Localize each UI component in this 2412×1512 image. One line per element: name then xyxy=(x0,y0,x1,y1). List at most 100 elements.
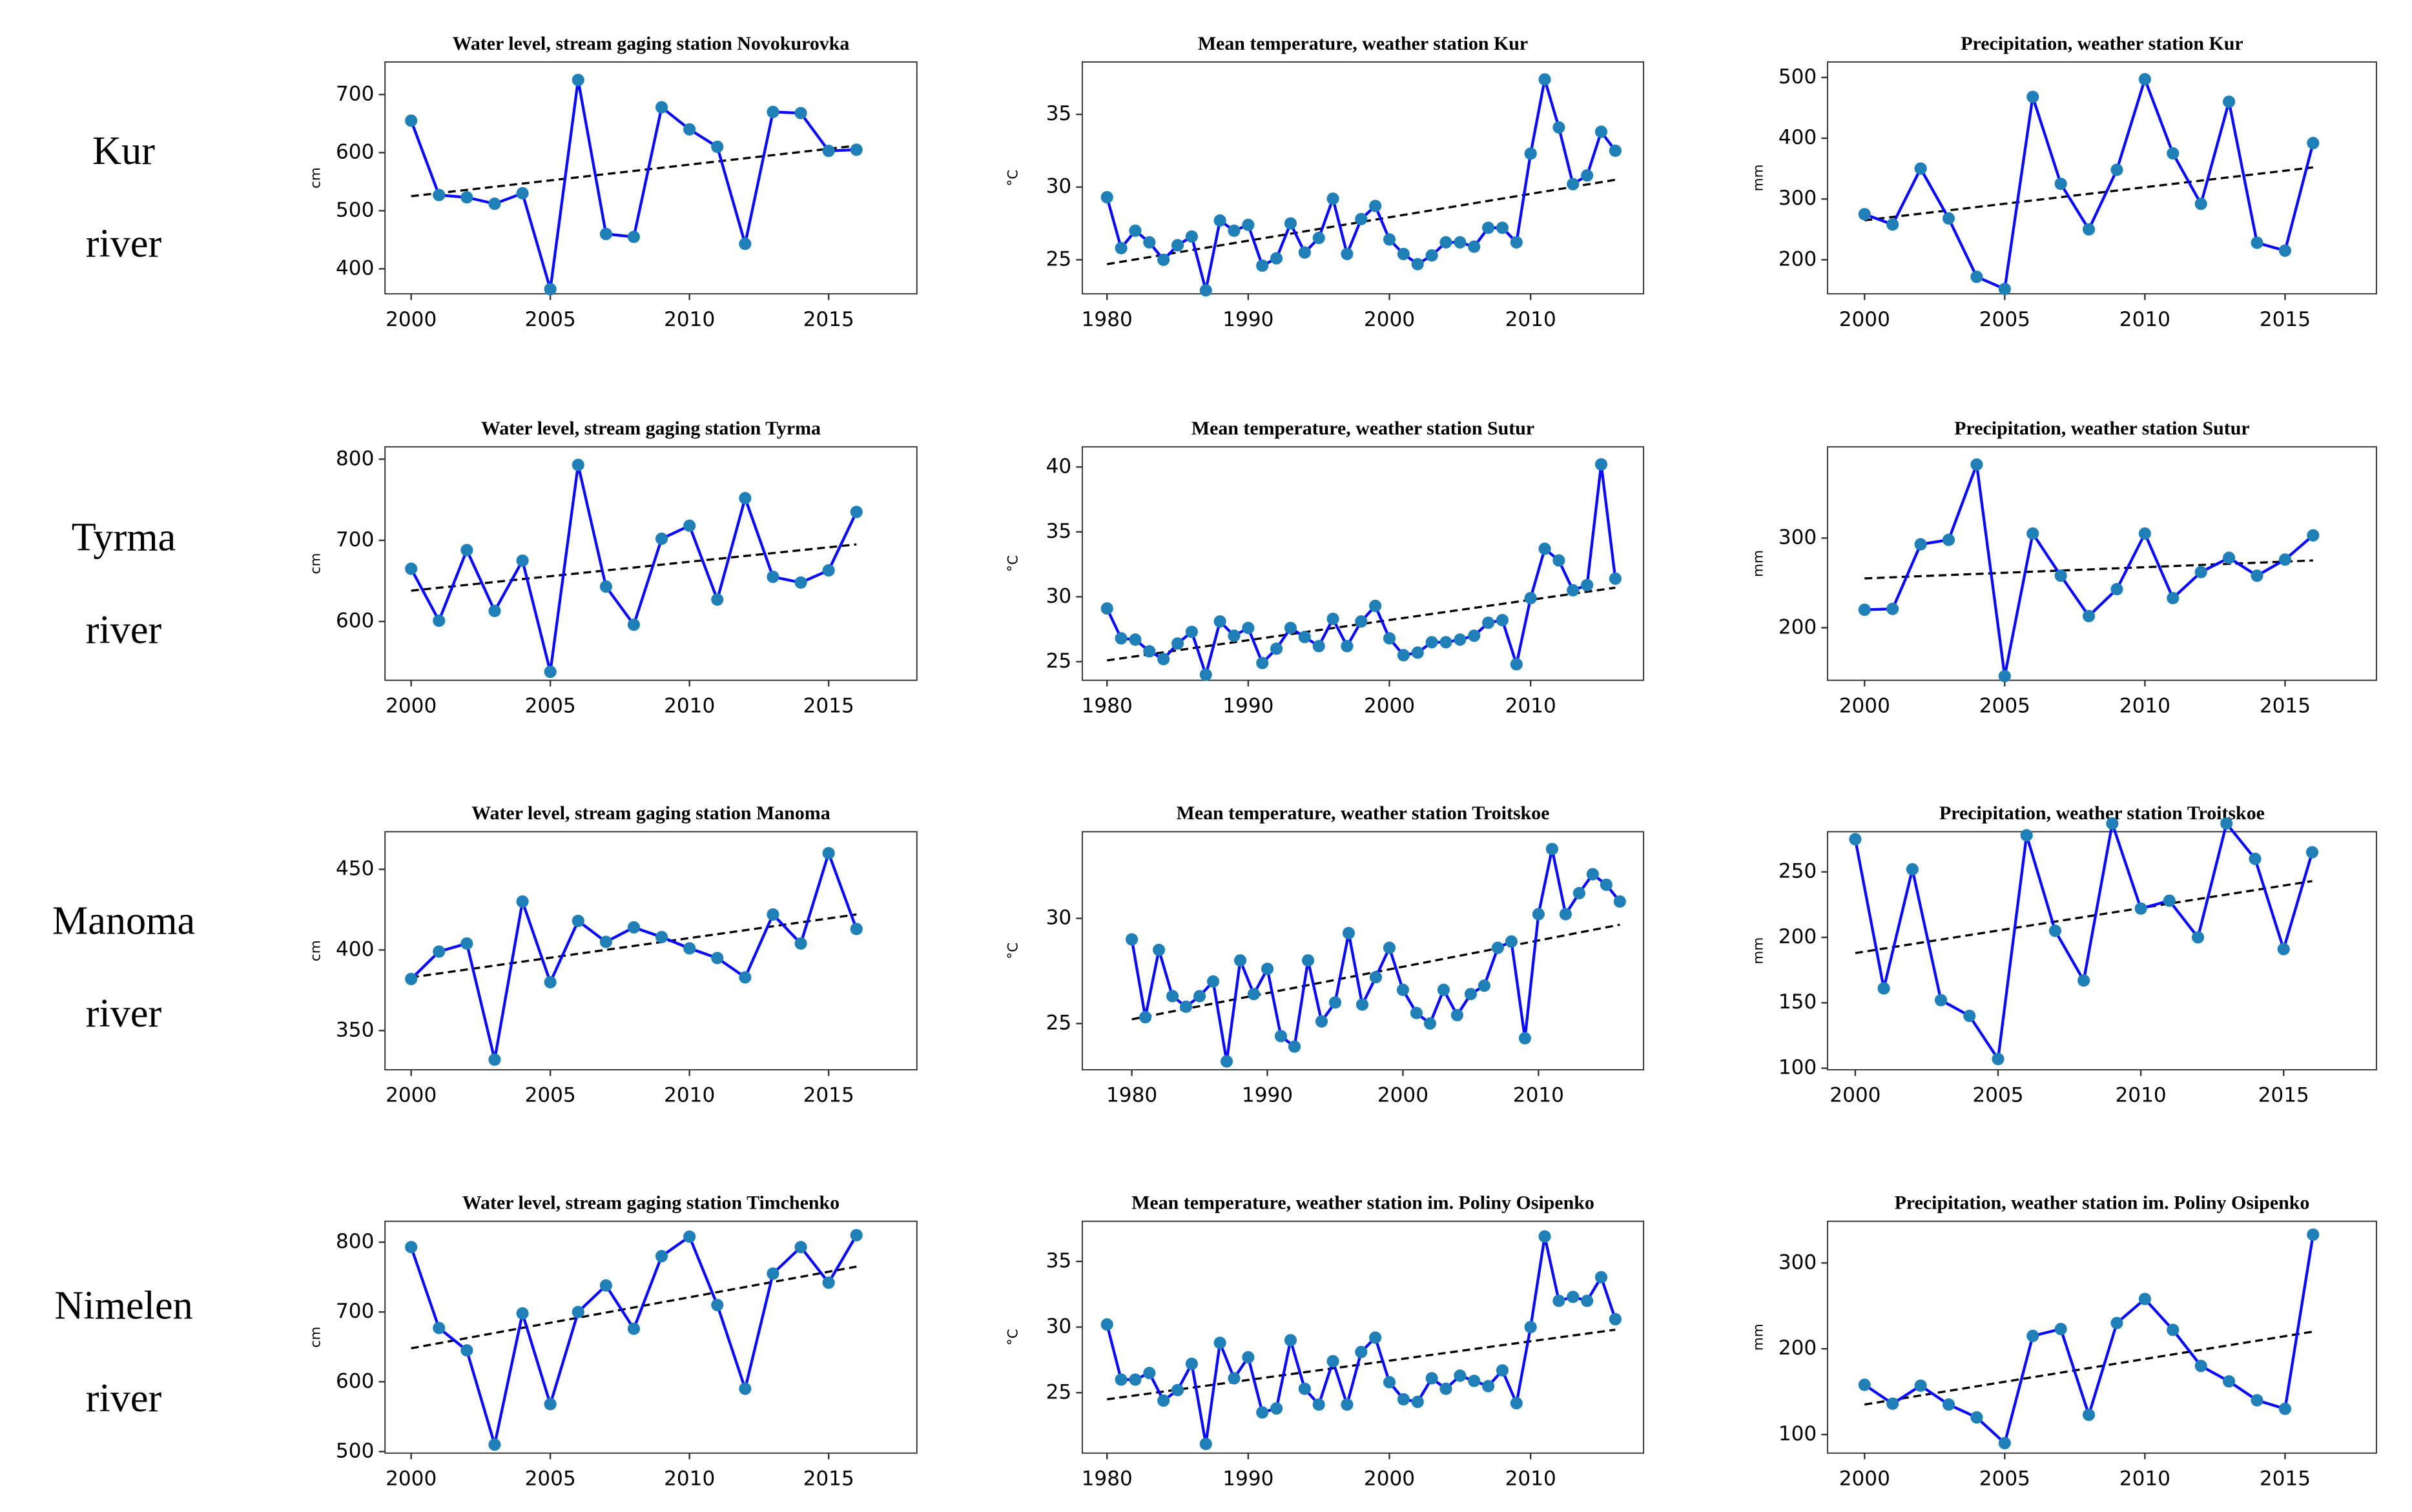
data-point xyxy=(2048,925,2062,937)
data-point xyxy=(1481,221,1495,234)
data-point xyxy=(767,1267,779,1280)
data-point xyxy=(2194,566,2207,578)
data-point xyxy=(2167,147,2180,160)
data-point xyxy=(1228,224,1241,237)
data-point xyxy=(1288,1040,1301,1053)
x-tick-label: 2010 xyxy=(1505,1467,1556,1491)
data-point xyxy=(1858,1378,1871,1391)
data-point xyxy=(460,191,473,204)
data-point xyxy=(1100,1318,1113,1331)
data-point xyxy=(711,140,724,153)
subplot-title: Precipitation, weather station Troitskoe xyxy=(1939,802,2265,824)
data-point xyxy=(1355,212,1368,225)
data-point xyxy=(1942,1398,1955,1411)
data-point xyxy=(1284,217,1297,230)
data-point xyxy=(627,1322,641,1335)
data-point xyxy=(544,666,557,679)
data-point xyxy=(1206,975,1220,988)
data-point xyxy=(1538,542,1551,555)
plot-frame xyxy=(384,446,918,681)
x-tick-label: 2000 xyxy=(386,1467,437,1491)
data-point xyxy=(739,1382,752,1395)
plot-frame xyxy=(384,1220,918,1454)
data-point xyxy=(767,908,779,921)
data-point xyxy=(1341,1398,1354,1411)
subplot-title: Water level, stream gaging station Novok… xyxy=(453,33,850,54)
data-point xyxy=(1129,633,1142,646)
data-point xyxy=(683,942,696,955)
subplot-title: Water level, stream gaging station Manom… xyxy=(471,802,830,824)
subplot-title: Mean temperature, weather station Troits… xyxy=(1177,802,1550,824)
data-point xyxy=(1298,1382,1311,1395)
data-point xyxy=(1468,240,1481,253)
trend-line xyxy=(1864,166,2314,221)
data-point xyxy=(2110,1316,2123,1329)
x-tick-label: 2005 xyxy=(525,1084,576,1107)
data-point xyxy=(655,101,668,114)
data-point xyxy=(1326,612,1339,626)
data-point xyxy=(1998,669,2011,682)
x-tick-label: 2005 xyxy=(1979,1467,2030,1491)
y-axis-label: °C xyxy=(1005,170,1021,187)
data-point xyxy=(1326,192,1339,205)
x-tick-label: 1990 xyxy=(1222,1467,1273,1491)
data-point xyxy=(1609,144,1622,158)
data-point xyxy=(2134,902,2147,915)
subplot: Water level, stream gaging station Novok… xyxy=(308,33,918,331)
data-point xyxy=(1496,1364,1509,1377)
data-point xyxy=(1425,249,1438,262)
data-point xyxy=(1242,622,1255,635)
data-point xyxy=(1166,990,1179,1003)
data-point xyxy=(2138,527,2151,540)
y-tick-label: 150 xyxy=(1778,990,1817,1014)
y-tick-label: 450 xyxy=(336,857,374,881)
data-point xyxy=(794,107,807,119)
data-point xyxy=(1213,1336,1226,1349)
data-point xyxy=(2191,931,2205,944)
x-tick-label: 2015 xyxy=(803,694,854,717)
data-point xyxy=(711,593,724,606)
data-point xyxy=(2223,1375,2236,1388)
data-point xyxy=(1171,239,1184,252)
data-point xyxy=(1886,1397,1899,1410)
data-point xyxy=(1270,642,1283,655)
data-point xyxy=(1518,1032,1531,1045)
data-point xyxy=(1439,1382,1452,1395)
data-point xyxy=(2026,1329,2039,1342)
data-point xyxy=(1524,1320,1537,1334)
data-point xyxy=(1970,1411,1983,1424)
data-point xyxy=(794,1241,807,1254)
data-point xyxy=(1157,1394,1170,1407)
x-tick-label: 2000 xyxy=(1839,1467,1890,1491)
data-point xyxy=(1496,221,1509,234)
x-tick-label: 2000 xyxy=(1839,694,1890,717)
data-point xyxy=(1963,1009,1976,1023)
data-point xyxy=(1998,283,2011,296)
y-tick-label: 350 xyxy=(336,1018,374,1041)
x-tick-label: 1980 xyxy=(1106,1084,1157,1107)
y-tick-label: 500 xyxy=(336,1439,374,1462)
y-tick-label: 600 xyxy=(336,140,374,163)
data-point xyxy=(1143,1367,1156,1380)
x-tick-label: 2000 xyxy=(386,1084,437,1107)
x-tick-label: 2010 xyxy=(2116,1084,2167,1107)
y-axis-label: mm xyxy=(1750,550,1766,577)
data-point xyxy=(1411,1395,1424,1409)
data-point xyxy=(739,492,752,505)
y-tick-label: 35 xyxy=(1046,520,1072,543)
data-point xyxy=(2251,569,2263,582)
data-point xyxy=(2307,1228,2320,1241)
data-point xyxy=(1532,908,1545,921)
data-point xyxy=(2277,943,2290,955)
x-tick-label: 2005 xyxy=(1979,694,2030,717)
data-point xyxy=(1274,1030,1288,1043)
subplot-title: Precipitation, weather station im. Polin… xyxy=(1895,1192,2310,1214)
y-tick-label: 200 xyxy=(1778,925,1817,948)
y-tick-label: 25 xyxy=(1046,1380,1072,1404)
data-point xyxy=(544,976,557,988)
y-tick-label: 25 xyxy=(1046,247,1072,271)
data-point xyxy=(1934,994,1948,1006)
data-point xyxy=(1115,632,1128,645)
x-tick-label: 1990 xyxy=(1222,308,1273,331)
data-point xyxy=(1559,908,1572,921)
